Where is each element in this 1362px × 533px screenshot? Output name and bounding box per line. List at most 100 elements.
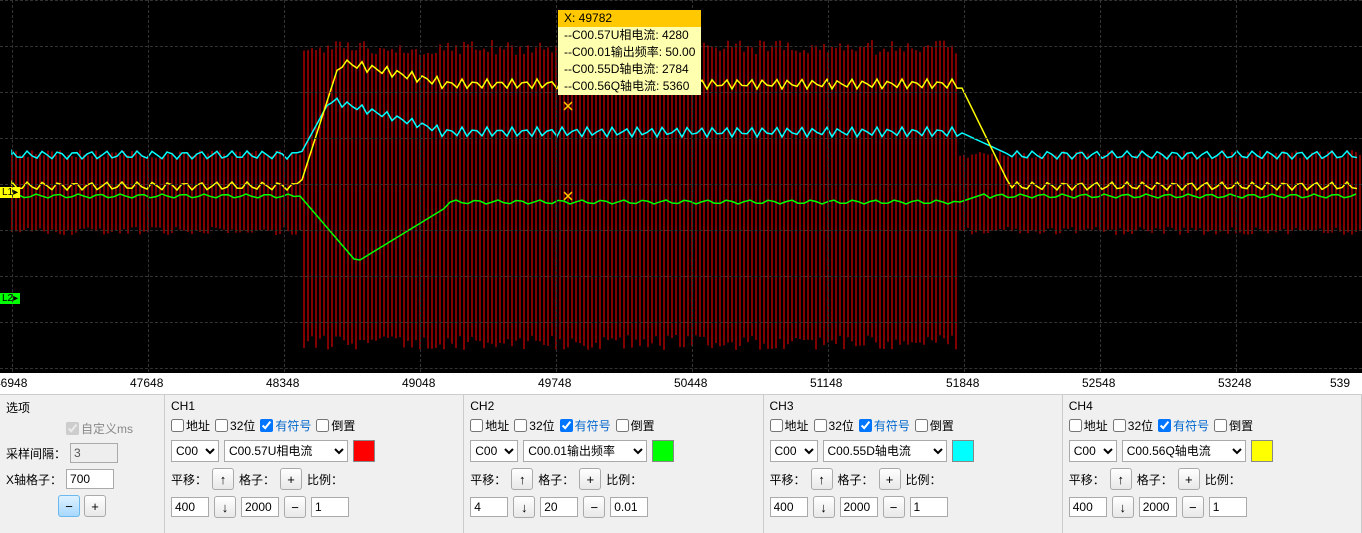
marker-l2[interactable]: L2▸	[0, 293, 20, 304]
zoom-out-button[interactable]: −	[58, 495, 80, 517]
x-tick: 48348	[266, 376, 299, 390]
grid-label: 格子：	[538, 471, 574, 488]
signed-checkbox[interactable]: 有符号	[560, 417, 611, 434]
grid-input[interactable]	[1139, 497, 1177, 517]
bit32-checkbox[interactable]: 32位	[814, 417, 854, 434]
color-swatch[interactable]	[952, 440, 974, 462]
x-axis: 4694847648483484904849748504485114851848…	[0, 372, 1362, 394]
ratio-input[interactable]	[311, 497, 349, 517]
reg-select[interactable]: C00	[171, 440, 219, 462]
ch-title: CH1	[171, 399, 457, 413]
tooltip-row: --C00.55D轴电流: 2784	[558, 61, 701, 78]
shift-down-button[interactable]: ↓	[214, 496, 236, 518]
x-tick: 51148	[810, 376, 842, 390]
ratio-input[interactable]	[610, 497, 648, 517]
signed-checkbox[interactable]: 有符号	[859, 417, 910, 434]
addr-checkbox[interactable]: 地址	[171, 417, 210, 434]
ratio-label: 比例：	[606, 471, 642, 488]
color-swatch[interactable]	[652, 440, 674, 462]
x-tick: 539	[1330, 376, 1350, 390]
ratio-input[interactable]	[910, 497, 948, 517]
tooltip-row: --C00.57U相电流: 4280	[558, 27, 701, 44]
grid-label: 格子：	[239, 471, 275, 488]
param-select[interactable]: C00.57U相电流	[224, 440, 348, 462]
grid-input[interactable]	[840, 497, 878, 517]
channel-1: CH1 地址 32位 有符号 倒置 C00 C00.57U相电流 平移： ↑ 格…	[165, 395, 464, 533]
sample-interval-label: 采样间隔：	[6, 445, 66, 462]
shift-input[interactable]	[1069, 497, 1107, 517]
reg-select[interactable]: C00	[770, 440, 818, 462]
shift-up-button[interactable]: ↑	[511, 468, 533, 490]
grid-input[interactable]	[540, 497, 578, 517]
grid-inc-button[interactable]: +	[579, 468, 601, 490]
shift-input[interactable]	[470, 497, 508, 517]
shift-down-button[interactable]: ↓	[813, 496, 835, 518]
ch-title: CH4	[1069, 399, 1355, 413]
options-group: 选项 自定义ms 采样间隔： X轴格子： − +	[0, 395, 165, 533]
tooltip-row: --C00.56Q轴电流: 5360	[558, 78, 701, 95]
ch-title: CH3	[770, 399, 1056, 413]
shift-up-button[interactable]: ↑	[212, 468, 234, 490]
shift-input[interactable]	[770, 497, 808, 517]
signed-checkbox[interactable]: 有符号	[260, 417, 311, 434]
ratio-label: 比例：	[906, 471, 942, 488]
grid-input[interactable]	[241, 497, 279, 517]
channel-4: CH4 地址 32位 有符号 倒置 C00 C00.56Q轴电流 平移： ↑ 格…	[1063, 395, 1362, 533]
shift-up-button[interactable]: ↑	[811, 468, 833, 490]
sample-interval-input[interactable]	[70, 443, 118, 463]
channel-3: CH3 地址 32位 有符号 倒置 C00 C00.55D轴电流 平移： ↑ 格…	[764, 395, 1063, 533]
param-select[interactable]: C00.55D轴电流	[823, 440, 947, 462]
xgrid-label: X轴格子：	[6, 471, 62, 488]
addr-checkbox[interactable]: 地址	[470, 417, 509, 434]
x-tick: 47648	[130, 376, 163, 390]
reg-select[interactable]: C00	[1069, 440, 1117, 462]
param-select[interactable]: C00.56Q轴电流	[1122, 440, 1246, 462]
param-select[interactable]: C00.01输出频率	[523, 440, 647, 462]
ratio-label: 比例：	[307, 471, 343, 488]
grid-inc-button[interactable]: +	[280, 468, 302, 490]
ratio-input[interactable]	[1209, 497, 1247, 517]
invert-checkbox[interactable]: 倒置	[1214, 417, 1253, 434]
grid-inc-button[interactable]: +	[1178, 468, 1200, 490]
oscilloscope-chart[interactable]: L1▸ L2▸ X: 49782 --C00.57U相电流: 4280 --C0…	[0, 0, 1362, 372]
reg-select[interactable]: C00	[470, 440, 518, 462]
addr-checkbox[interactable]: 地址	[770, 417, 809, 434]
shift-down-button[interactable]: ↓	[513, 496, 535, 518]
shift-label: 平移：	[770, 471, 806, 488]
xgrid-input[interactable]	[66, 469, 114, 489]
grid-dec-button[interactable]: −	[583, 496, 605, 518]
x-tick: 49748	[538, 376, 571, 390]
shift-label: 平移：	[171, 471, 207, 488]
invert-checkbox[interactable]: 倒置	[616, 417, 655, 434]
invert-checkbox[interactable]: 倒置	[316, 417, 355, 434]
ch-title: CH2	[470, 399, 756, 413]
bit32-checkbox[interactable]: 32位	[215, 417, 255, 434]
marker-l1[interactable]: L1▸	[0, 187, 20, 198]
bit32-checkbox[interactable]: 32位	[514, 417, 554, 434]
ratio-label: 比例：	[1205, 471, 1241, 488]
grid-dec-button[interactable]: −	[284, 496, 306, 518]
custom-ms-checkbox[interactable]: 自定义ms	[66, 420, 133, 437]
x-tick: 53248	[1218, 376, 1251, 390]
control-panel: 选项 自定义ms 采样间隔： X轴格子： − + CH1 地址 32位 有符号 …	[0, 394, 1362, 533]
tooltip-row: --C00.01输出频率: 50.00	[558, 44, 701, 61]
x-tick: 49048	[402, 376, 435, 390]
grid-inc-button[interactable]: +	[879, 468, 901, 490]
invert-checkbox[interactable]: 倒置	[915, 417, 954, 434]
color-swatch[interactable]	[1251, 440, 1273, 462]
shift-down-button[interactable]: ↓	[1112, 496, 1134, 518]
x-tick: 46948	[0, 376, 27, 390]
shift-label: 平移：	[1069, 471, 1105, 488]
grid-dec-button[interactable]: −	[1182, 496, 1204, 518]
zoom-in-button[interactable]: +	[84, 495, 106, 517]
grid-dec-button[interactable]: −	[883, 496, 905, 518]
x-tick: 51848	[946, 376, 979, 390]
signed-checkbox[interactable]: 有符号	[1158, 417, 1209, 434]
addr-checkbox[interactable]: 地址	[1069, 417, 1108, 434]
shift-up-button[interactable]: ↑	[1110, 468, 1132, 490]
shift-input[interactable]	[171, 497, 209, 517]
bit32-checkbox[interactable]: 32位	[1113, 417, 1153, 434]
grid-label: 格子：	[1137, 471, 1173, 488]
options-title: 选项	[6, 399, 158, 416]
color-swatch[interactable]	[353, 440, 375, 462]
